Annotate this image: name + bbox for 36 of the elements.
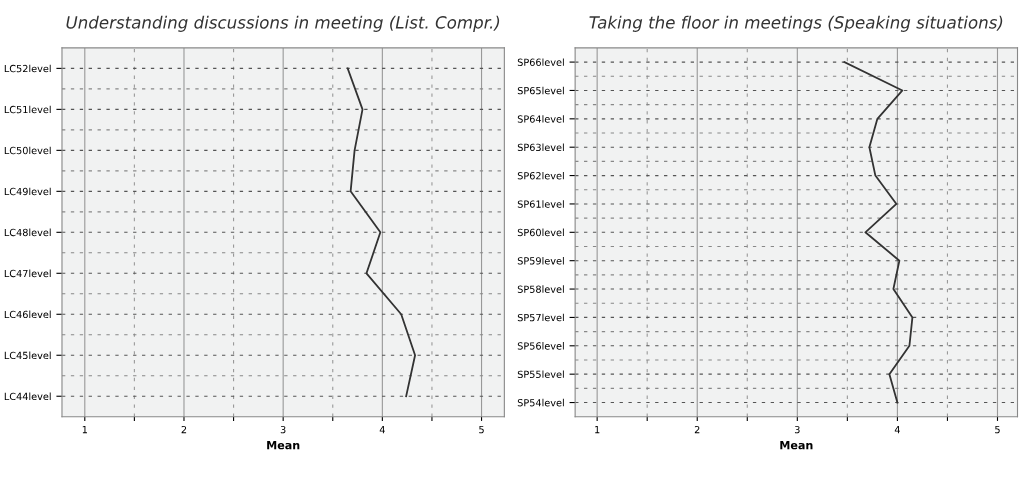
x-tick-label: 3 bbox=[794, 425, 800, 434]
y-tick-label: LC49level bbox=[4, 187, 51, 196]
y-tick-label: SP62level bbox=[517, 171, 564, 180]
y-tick-label: SP57level bbox=[517, 313, 564, 322]
y-tick-label: LC48level bbox=[4, 228, 51, 237]
x-axis-title: Mean bbox=[267, 441, 300, 450]
y-tick-label: SP59level bbox=[517, 256, 564, 265]
x-tick-label: 2 bbox=[181, 425, 187, 434]
y-tick-label: SP66level bbox=[517, 58, 564, 66]
y-tick-label: SP60level bbox=[517, 228, 564, 237]
y-tick-label: LC44level bbox=[4, 392, 51, 401]
y-tick-label: LC51level bbox=[4, 105, 51, 114]
y-tick-label: SP64level bbox=[517, 115, 564, 123]
y-tick-label: LC46level bbox=[4, 310, 51, 319]
x-tick-label: 1 bbox=[595, 426, 600, 434]
y-tick-label: SP54level bbox=[517, 398, 564, 407]
x-axis-title: Mean bbox=[780, 441, 813, 450]
y-tick-label: LC47level bbox=[4, 269, 51, 278]
x-tick-label: 2 bbox=[694, 425, 700, 434]
y-tick-label: SP58level bbox=[517, 285, 564, 293]
y-tick-label: SP56level bbox=[517, 342, 564, 350]
y-tick-label: LC50level bbox=[4, 146, 51, 155]
y-tick-label: SP61level bbox=[517, 200, 564, 208]
x-tick-label: 5 bbox=[479, 426, 484, 434]
x-tick-label: 5 bbox=[995, 426, 1000, 434]
x-tick-label: 1 bbox=[82, 426, 87, 434]
y-tick-label: SP65level bbox=[517, 86, 564, 95]
x-tick-label: 4 bbox=[379, 426, 385, 434]
x-tick-label: 4 bbox=[894, 426, 900, 434]
y-tick-label: SP55level bbox=[517, 370, 564, 378]
chart-title: Understanding discussions in meeting (List. Compr.) bbox=[66, 15, 500, 32]
x-tick-label: 3 bbox=[280, 425, 286, 434]
y-tick-label: LC52level bbox=[4, 64, 51, 73]
chart-title: Taking the floor in meetings (Speaking situations) bbox=[589, 15, 1003, 32]
y-tick-label: LC45level bbox=[4, 351, 51, 360]
y-tick-label: SP63level bbox=[517, 143, 564, 152]
